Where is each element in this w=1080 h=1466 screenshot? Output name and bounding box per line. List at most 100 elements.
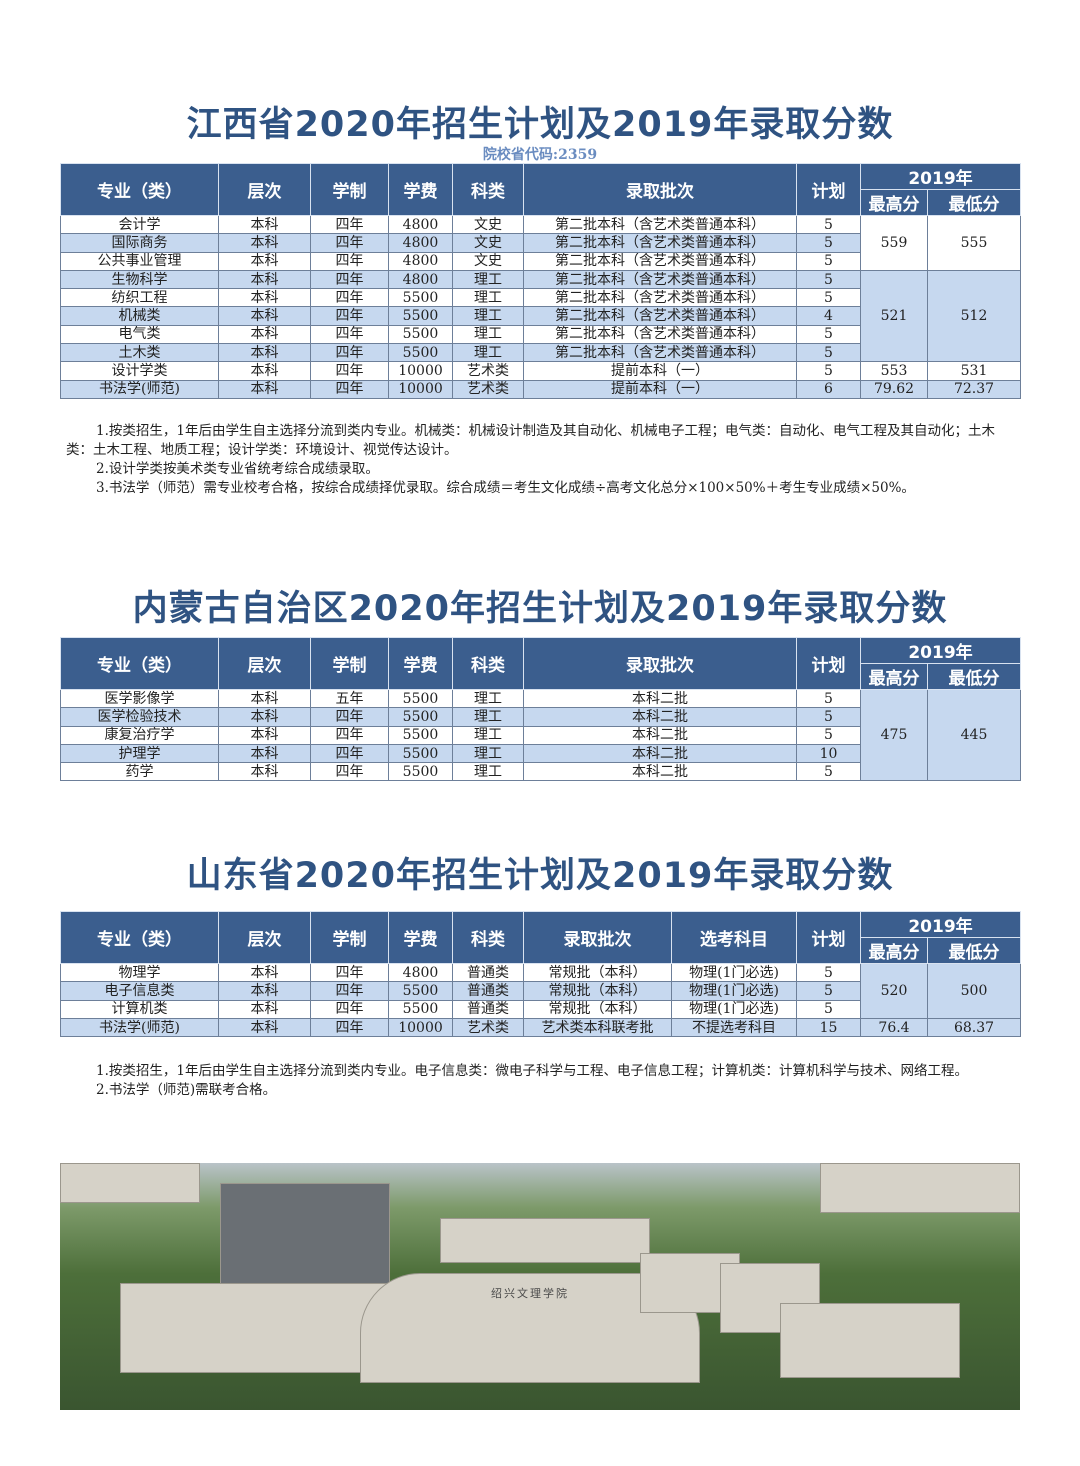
- column-header: 科类: [452, 637, 524, 690]
- cell: 书法学(师范): [60, 379, 219, 399]
- column-header: 专业（类）: [60, 163, 219, 216]
- max-score: 76.4: [860, 1017, 928, 1038]
- max-score-header: 最高分: [860, 937, 928, 964]
- cell: 物理(1门必选): [671, 962, 797, 983]
- cell: 10000: [388, 1017, 453, 1038]
- cell: 计算机类: [60, 999, 219, 1019]
- cell: 电气类: [60, 324, 219, 345]
- cell: 5500: [388, 999, 453, 1019]
- cell: 设计学类: [60, 361, 219, 381]
- cell: 本科: [218, 762, 311, 782]
- max-score-header: 最高分: [860, 663, 928, 690]
- cell: 文史: [452, 233, 524, 253]
- column-header: 学费: [388, 163, 453, 216]
- cell: 普通类: [452, 981, 524, 1001]
- cell: 本科二批: [523, 743, 797, 764]
- table-row: 医学检验技术 本科 四年 5500 理工 本科二批 5: [60, 707, 1021, 727]
- cell: 本科: [218, 361, 311, 381]
- cell: 15: [796, 1017, 861, 1038]
- cell: 5500: [388, 981, 453, 1001]
- cell: 机械类: [60, 306, 219, 326]
- column-header: 录取批次: [523, 637, 797, 690]
- table-row: 书法学(师范) 本科 四年 10000 艺术类 提前本科（一） 6 79.62 72.37: [60, 379, 1022, 399]
- cell: 10000: [388, 379, 453, 399]
- cell: 常规批（本科）: [523, 999, 672, 1019]
- column-header: 科类: [452, 163, 524, 216]
- cell: 物理(1门必选): [671, 999, 797, 1019]
- cell: 艺术类: [452, 379, 524, 399]
- cell: 5500: [388, 288, 453, 308]
- cell: 第二批本科（含艺术类普通本科）: [523, 214, 797, 235]
- cell: 四年: [310, 379, 389, 399]
- cell: 10000: [388, 361, 453, 381]
- cell: 物理学: [60, 962, 219, 983]
- cell: 本科: [218, 981, 311, 1001]
- cell: 第二批本科（含艺术类普通本科）: [523, 343, 797, 363]
- table-row: 计算机类 本科 四年 5500 普通类 常规批（本科） 物理(1门必选) 5: [60, 999, 1021, 1019]
- cell: 物理(1门必选): [671, 981, 797, 1001]
- column-header: 计划: [796, 911, 861, 964]
- cell: 理工: [452, 707, 524, 727]
- cell: 四年: [310, 762, 389, 782]
- cell: 5: [796, 343, 861, 363]
- table-row: 生物科学 本科 四年 4800 理工 第二批本科（含艺术类普通本科） 5 521 512: [60, 269, 1022, 363]
- cell: 5500: [388, 743, 453, 764]
- cell: 第二批本科（含艺术类普通本科）: [523, 251, 797, 271]
- max-score-header: 最高分: [860, 189, 928, 216]
- cell: 4800: [388, 269, 453, 290]
- school-code: 院校省代码:2359: [482, 147, 598, 163]
- cell: 公共事业管理: [60, 251, 219, 271]
- cell: 本科: [218, 288, 311, 308]
- cell: 第二批本科（含艺术类普通本科）: [523, 233, 797, 253]
- cell: 医学影像学: [60, 688, 219, 709]
- cell: 四年: [310, 214, 389, 235]
- cell: 理工: [452, 288, 524, 308]
- cell: 四年: [310, 981, 389, 1001]
- min-score: 445: [926, 688, 1022, 782]
- min-score: 500: [926, 963, 1022, 1019]
- cell: 文史: [452, 251, 524, 271]
- cell: 本科: [218, 306, 311, 326]
- min-score-header: 最低分: [926, 937, 1022, 964]
- min-score: 72.37: [926, 379, 1022, 399]
- year-header: 2019年: [859, 911, 1022, 938]
- cell: 第二批本科（含艺术类普通本科）: [523, 324, 797, 345]
- cell: 四年: [310, 306, 389, 326]
- cell: 艺术类本科联考批: [523, 1017, 672, 1038]
- cell: 5500: [388, 707, 453, 727]
- table-row: 公共事业管理 本科 四年 4800 文史 第二批本科（含艺术类普通本科） 5: [60, 251, 1021, 271]
- cell: 医学检验技术: [60, 707, 219, 727]
- table-row: 机械类 本科 四年 5500 理工 第二批本科（含艺术类普通本科） 4: [60, 306, 1021, 326]
- column-header: 学制: [310, 163, 389, 216]
- note-item: 1.按类招生，1年后由学生自主选择分流到类内专业。电子信息类：微电子科学与工程、…: [96, 1063, 968, 1079]
- column-header: 录取批次: [523, 911, 672, 964]
- cell: 理工: [452, 324, 524, 345]
- cell: 6: [796, 379, 861, 399]
- max-score: 521: [860, 269, 928, 363]
- max-score: 79.62: [860, 379, 928, 399]
- cell: 理工: [452, 343, 524, 363]
- cell: 会计学: [60, 214, 219, 235]
- min-score-header: 最低分: [926, 663, 1022, 690]
- column-header: 学费: [388, 637, 453, 690]
- cell: 生物科学: [60, 269, 219, 290]
- note-item: 2.书法学（师范)需联考合格。: [96, 1082, 277, 1098]
- cell: 本科: [218, 251, 311, 271]
- cell: 本科: [218, 688, 311, 709]
- cell: 本科二批: [523, 707, 797, 727]
- min-score: 512: [926, 269, 1022, 363]
- column-header: 层次: [218, 911, 311, 964]
- cell: 理工: [452, 725, 524, 745]
- max-score: 559: [860, 215, 928, 271]
- table-row: 物理学 本科 四年 4800 普通类 常规批（本科） 物理(1门必选) 5 520 500: [60, 962, 1022, 1019]
- min-score: 68.37: [926, 1017, 1022, 1038]
- cell: 4800: [388, 233, 453, 253]
- year-header: 2019年: [859, 637, 1022, 664]
- cell: 四年: [310, 999, 389, 1019]
- cell: 5: [796, 288, 861, 308]
- column-header: 层次: [218, 637, 311, 690]
- column-header: 专业（类）: [60, 637, 219, 690]
- cell: 5500: [388, 688, 453, 709]
- cell: 理工: [452, 688, 524, 709]
- cell: 提前本科（一）: [523, 379, 797, 399]
